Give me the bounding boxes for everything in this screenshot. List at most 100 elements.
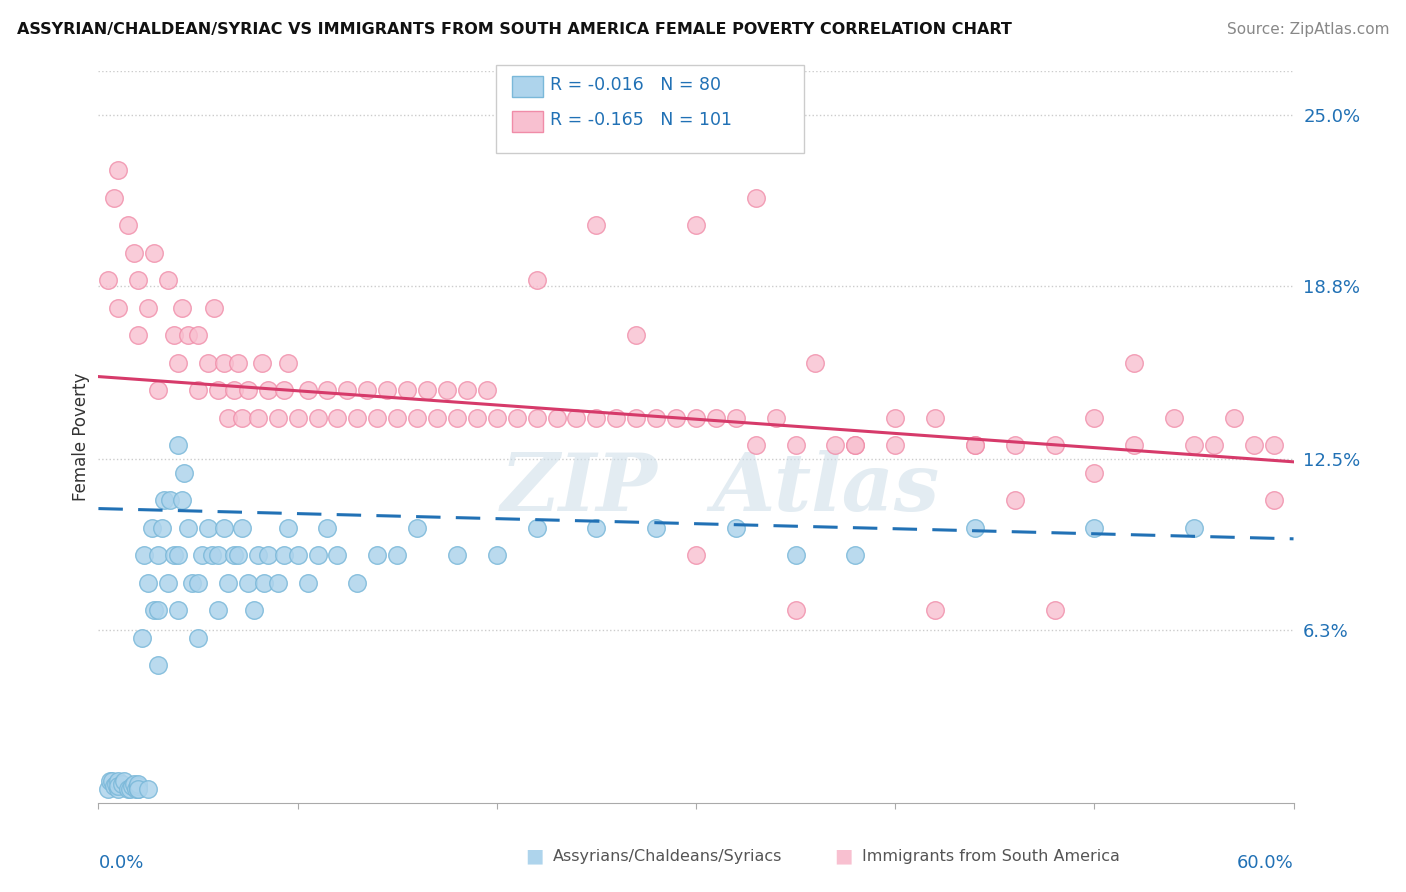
Point [307,410,329,425]
Point [98,773,122,788]
Point [765,410,787,425]
Point [134,549,156,563]
Point [1004,493,1026,508]
Text: R = -0.016   N = 80: R = -0.016 N = 80 [550,76,721,94]
Point [585,410,607,425]
Text: 60.0%: 60.0% [1237,854,1294,872]
Point [212,356,235,370]
Point [297,384,319,398]
Point [107,163,129,178]
Point [148,384,170,398]
Point [316,384,339,398]
Point [267,410,290,425]
Point [626,328,648,343]
Point [963,521,986,535]
Point [125,782,148,797]
Point [222,384,245,398]
Point [426,410,449,425]
Point [143,603,166,617]
Point [1263,438,1285,452]
Point [346,410,368,425]
Point [273,549,295,563]
Point [287,410,309,425]
Point [97,273,120,287]
Point [645,521,668,535]
Point [1223,410,1246,425]
Point [141,521,163,535]
Point [585,219,607,233]
Point [924,410,946,425]
Point [136,782,159,797]
Point [924,603,946,617]
Point [963,438,986,452]
Point [148,603,170,617]
Text: Assyrians/Chaldeans/Syriacs: Assyrians/Chaldeans/Syriacs [553,849,782,863]
Point [159,493,181,508]
Text: 0.0%: 0.0% [98,854,143,872]
Point [526,521,548,535]
Point [163,328,186,343]
Point [97,782,120,797]
Point [416,384,439,398]
Point [485,549,508,563]
Point [844,438,866,452]
Point [153,493,176,508]
Point [226,549,249,563]
Point [127,782,149,797]
Point [704,410,727,425]
Point [167,603,190,617]
Point [326,549,349,563]
Point [117,782,139,797]
Point [307,549,329,563]
Point [485,410,508,425]
Point [112,773,135,788]
Point [506,410,529,425]
Point [167,438,190,452]
Point [117,219,139,233]
Point [120,782,142,797]
Point [356,384,378,398]
Point [685,410,707,425]
Point [406,521,429,535]
Point [143,245,166,260]
Text: ■: ■ [524,847,544,866]
Point [785,438,807,452]
Point [127,273,149,287]
Point [231,410,253,425]
Point [136,301,159,315]
Point [131,631,153,645]
Point [256,549,278,563]
Point [396,384,419,398]
Point [202,301,225,315]
Point [745,438,768,452]
Point [101,773,124,788]
Point [1243,438,1265,452]
Point [375,384,398,398]
Point [107,301,129,315]
Point [844,549,866,563]
Point [277,521,299,535]
Point [804,356,827,370]
Point [1182,438,1205,452]
Point [105,776,128,790]
Point [724,410,747,425]
Point [605,410,627,425]
Point [107,773,129,788]
Text: R = -0.165   N = 101: R = -0.165 N = 101 [550,111,731,128]
Point [665,410,688,425]
Point [1083,466,1105,480]
Point [446,549,468,563]
Point [884,438,907,452]
Point [212,521,235,535]
Point [326,410,349,425]
Point [745,191,768,205]
Point [197,356,219,370]
Point [157,575,180,590]
Point [163,549,186,563]
Point [187,575,209,590]
Point [366,549,388,563]
Point [1004,438,1026,452]
Point [1043,603,1066,617]
Point [217,410,239,425]
Point [187,384,209,398]
